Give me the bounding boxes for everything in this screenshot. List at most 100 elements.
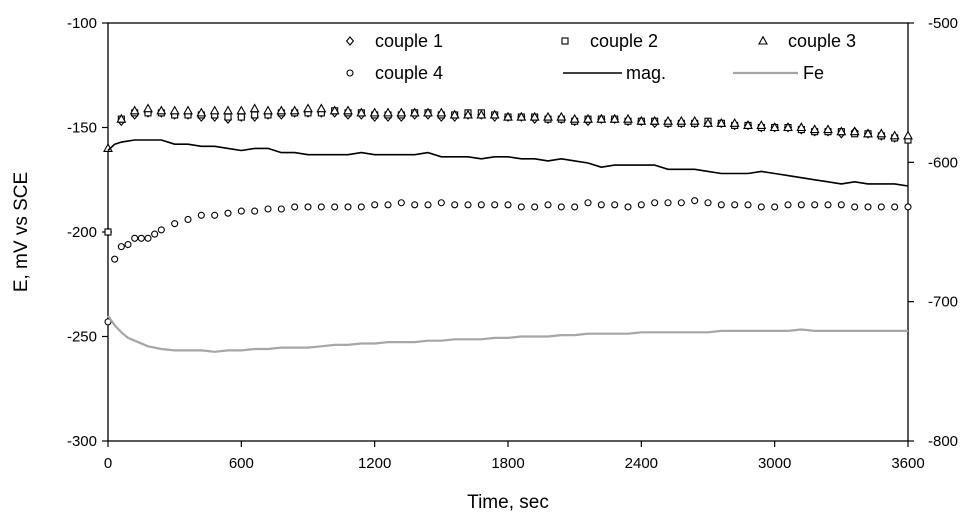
data-point-couple-3: [369, 107, 380, 117]
data-point-couple-3: [743, 120, 753, 129]
data-point-couple-2: [224, 113, 232, 121]
data-point-couple-3: [503, 111, 513, 121]
data-point-couple-2: [237, 113, 245, 121]
data-point-couple-4: [384, 201, 392, 209]
data-point-couple-3: [156, 105, 167, 115]
data-point-couple-3: [129, 105, 140, 115]
data-point-couple-4: [264, 205, 272, 213]
data-point-couple-4: [597, 201, 605, 209]
data-point-couple-4: [677, 199, 685, 207]
data-point-couple-4: [837, 201, 845, 209]
data-point-couple-3: [516, 111, 527, 121]
data-point-couple-3: [223, 105, 233, 115]
legend-marker-swatch: [561, 37, 569, 45]
legend-label: couple 3: [788, 31, 856, 51]
data-point-couple-4: [891, 203, 899, 211]
data-point-couple-3: [809, 124, 820, 134]
data-point-couple-4: [864, 203, 872, 211]
data-point-couple-4: [624, 203, 632, 211]
data-point-couple-3: [476, 109, 487, 119]
legend-marker-swatch: [345, 36, 355, 46]
data-point-couple-4: [131, 234, 139, 242]
data-point-couple-4: [464, 201, 472, 209]
data-point-couple-3: [569, 113, 580, 123]
data-point-couple-3: [249, 103, 260, 113]
legend-label: mag.: [626, 63, 666, 83]
data-point-couple-4: [144, 234, 152, 242]
data-point-couple-4: [571, 203, 579, 211]
data-point-couple-4: [111, 255, 119, 263]
data-point-couple-3: [836, 126, 847, 136]
data-point-couple-3: [889, 130, 900, 140]
data-point-couple-4: [704, 199, 712, 207]
data-point-couple-4: [477, 201, 485, 209]
data-point-couple-3: [863, 128, 873, 138]
data-point-couple-4: [277, 205, 285, 213]
data-point-couple-3: [423, 107, 433, 117]
data-point-couple-3: [343, 105, 353, 115]
data-point-couple-4: [197, 211, 205, 219]
data-point-couple-3: [609, 113, 620, 123]
y-tick-label: -150: [67, 120, 97, 137]
data-point-couple-3: [649, 115, 660, 125]
legend-label: couple 2: [590, 31, 658, 51]
legend-entry-mag: mag.: [563, 63, 666, 83]
legend-marker-swatch: [758, 35, 768, 45]
x-tick-label: 1800: [491, 455, 524, 472]
data-point-couple-4: [877, 203, 885, 211]
y2-tick-label: -800: [928, 433, 958, 450]
data-point-couple-4: [824, 201, 832, 209]
data-point-couple-4: [317, 203, 325, 211]
legend-entry-couple-3: couple 3: [758, 31, 856, 51]
data-point-couple-3: [756, 120, 767, 129]
data-point-couple-3: [583, 113, 593, 123]
data-point-couple-3: [303, 103, 313, 113]
y-tick-label: -250: [67, 329, 97, 346]
data-point-couple-3: [543, 111, 553, 121]
data-point-couple-3: [276, 105, 287, 115]
data-point-couple-3: [463, 109, 473, 119]
data-point-couple-4: [584, 199, 592, 207]
data-point-couple-3: [169, 105, 180, 115]
y-tick-label: -300: [67, 433, 97, 450]
data-point-couple-4: [611, 201, 619, 209]
y-tick-label: -100: [67, 15, 97, 32]
data-point-couple-4: [544, 201, 552, 209]
data-point-couple-4: [851, 203, 859, 211]
data-point-couple-4: [717, 201, 725, 209]
data-point-couple-3: [489, 109, 500, 119]
series-mag: [107, 139, 909, 187]
legend-entry-couple-2: couple 2: [561, 31, 658, 51]
series-line-fe: [107, 314, 908, 353]
data-point-couple-3: [329, 105, 340, 115]
data-point-couple-4: [451, 201, 459, 209]
data-point-couple-4: [691, 197, 699, 205]
data-point-couple-3: [676, 115, 687, 125]
data-point-couple-4: [291, 203, 299, 211]
data-point-couple-4: [731, 201, 739, 209]
data-point-couple-4: [157, 226, 165, 234]
data-point-couple-3: [556, 111, 567, 121]
data-point-couple-3: [236, 105, 247, 115]
data-point-couple-2: [251, 111, 259, 119]
data-point-couple-4: [344, 203, 352, 211]
y-tick-label: -200: [67, 224, 97, 241]
data-point-couple-3: [316, 103, 327, 113]
data-point-couple-3: [209, 105, 220, 115]
series-couple-4: [104, 197, 912, 326]
x-tick-label: 3600: [891, 455, 924, 472]
data-point-couple-3: [703, 117, 713, 127]
data-point-couple-4: [651, 199, 659, 207]
data-point-couple-4: [504, 201, 512, 209]
data-point-couple-4: [491, 201, 499, 209]
y2-tick-label: -700: [928, 294, 958, 311]
data-point-couple-3: [289, 105, 300, 115]
data-point-couple-4: [531, 203, 539, 211]
data-point-couple-4: [237, 207, 245, 215]
data-point-couple-4: [304, 203, 312, 211]
x-axis-title: Time, sec: [467, 492, 549, 513]
data-point-couple-3: [689, 115, 700, 125]
series-fe: [107, 314, 908, 353]
